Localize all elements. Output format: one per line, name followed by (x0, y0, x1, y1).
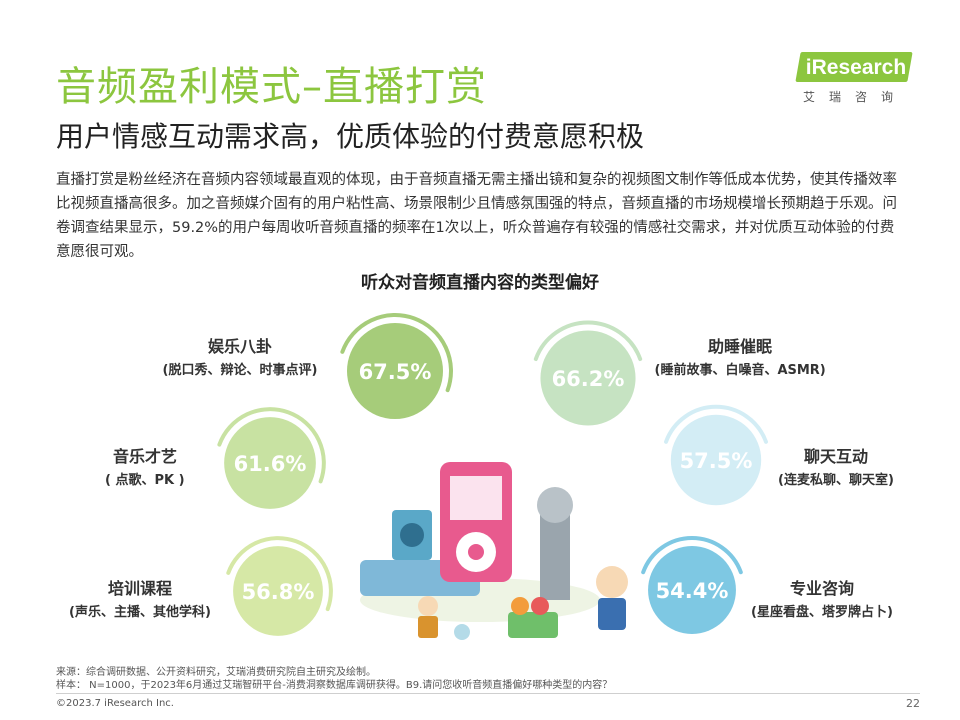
bubble-value-label: 56.8% (242, 580, 315, 604)
category-detail: (声乐、主播、其他学科) (69, 605, 211, 620)
page-title: 音频盈利模式–直播打赏 (56, 64, 487, 110)
category-name: 培训课程 (108, 579, 173, 598)
bubble-value-label: 61.6% (234, 452, 307, 476)
category-detail: (星座看盘、塔罗牌占卜) (751, 605, 893, 620)
footer-sample: 样本： N=1000，于2023年6月通过艾瑞智研平台-消费洞察数据库调研获得。… (56, 680, 613, 691)
bubble-arc (226, 536, 333, 612)
logo-cn-text: 艾瑞咨询 (802, 90, 907, 104)
category-name: 聊天互动 (804, 447, 869, 466)
category-detail: ( 点歌、PK ) (105, 473, 185, 488)
bubble-arc (641, 536, 743, 575)
page-subtitle: 用户情感互动需求高，优质体验的付费意愿积极 (56, 120, 645, 153)
bubble-value-label: 57.5% (680, 449, 753, 473)
footer-source: 来源：综合调研数据、公开资料研究，艾瑞消费研究院自主研究及绘制。 (56, 667, 376, 678)
bubble-6 (648, 546, 736, 634)
iresearch-logo: iResearch 艾瑞咨询 (790, 48, 920, 108)
bubble-2 (540, 330, 636, 426)
copyright: ©2023.7 iResearch Inc. (56, 698, 174, 709)
bubble-3 (224, 417, 316, 509)
bubble-arc (340, 313, 453, 393)
bubble-value-label: 67.5% (359, 360, 432, 384)
category-name: 娱乐八卦 (208, 337, 273, 356)
logo-text: iResearch (805, 56, 907, 79)
intro-paragraph: 直播打赏是粉丝经济在音频内容领域最直观的体现，由于音频直播无需主播出镜和复杂的视… (56, 172, 897, 260)
category-name: 助睡催眠 (708, 337, 773, 356)
footer-divider (56, 693, 920, 694)
bubble-arc (664, 404, 768, 444)
bubble-value-label: 54.4% (656, 579, 729, 603)
category-detail: (连麦私聊、聊天室) (778, 473, 894, 488)
category-name: 专业咨询 (790, 579, 855, 598)
bubble-5 (233, 546, 323, 636)
bubble-4 (670, 414, 762, 506)
bubble-1 (347, 323, 443, 419)
bubble-arc (533, 320, 643, 362)
category-detail: (睡前故事、白噪音、ASMR) (654, 363, 826, 378)
live-stream-illustration (360, 462, 628, 640)
category-detail: (脱口秀、辩论、时事点评) (162, 363, 318, 378)
bubble-value-label: 66.2% (552, 367, 625, 391)
chart-title: 听众对音频直播内容的类型偏好 (361, 273, 599, 293)
category-name: 音乐才艺 (113, 447, 178, 466)
page-number: 22 (906, 697, 920, 710)
bubble-arc (217, 407, 326, 484)
